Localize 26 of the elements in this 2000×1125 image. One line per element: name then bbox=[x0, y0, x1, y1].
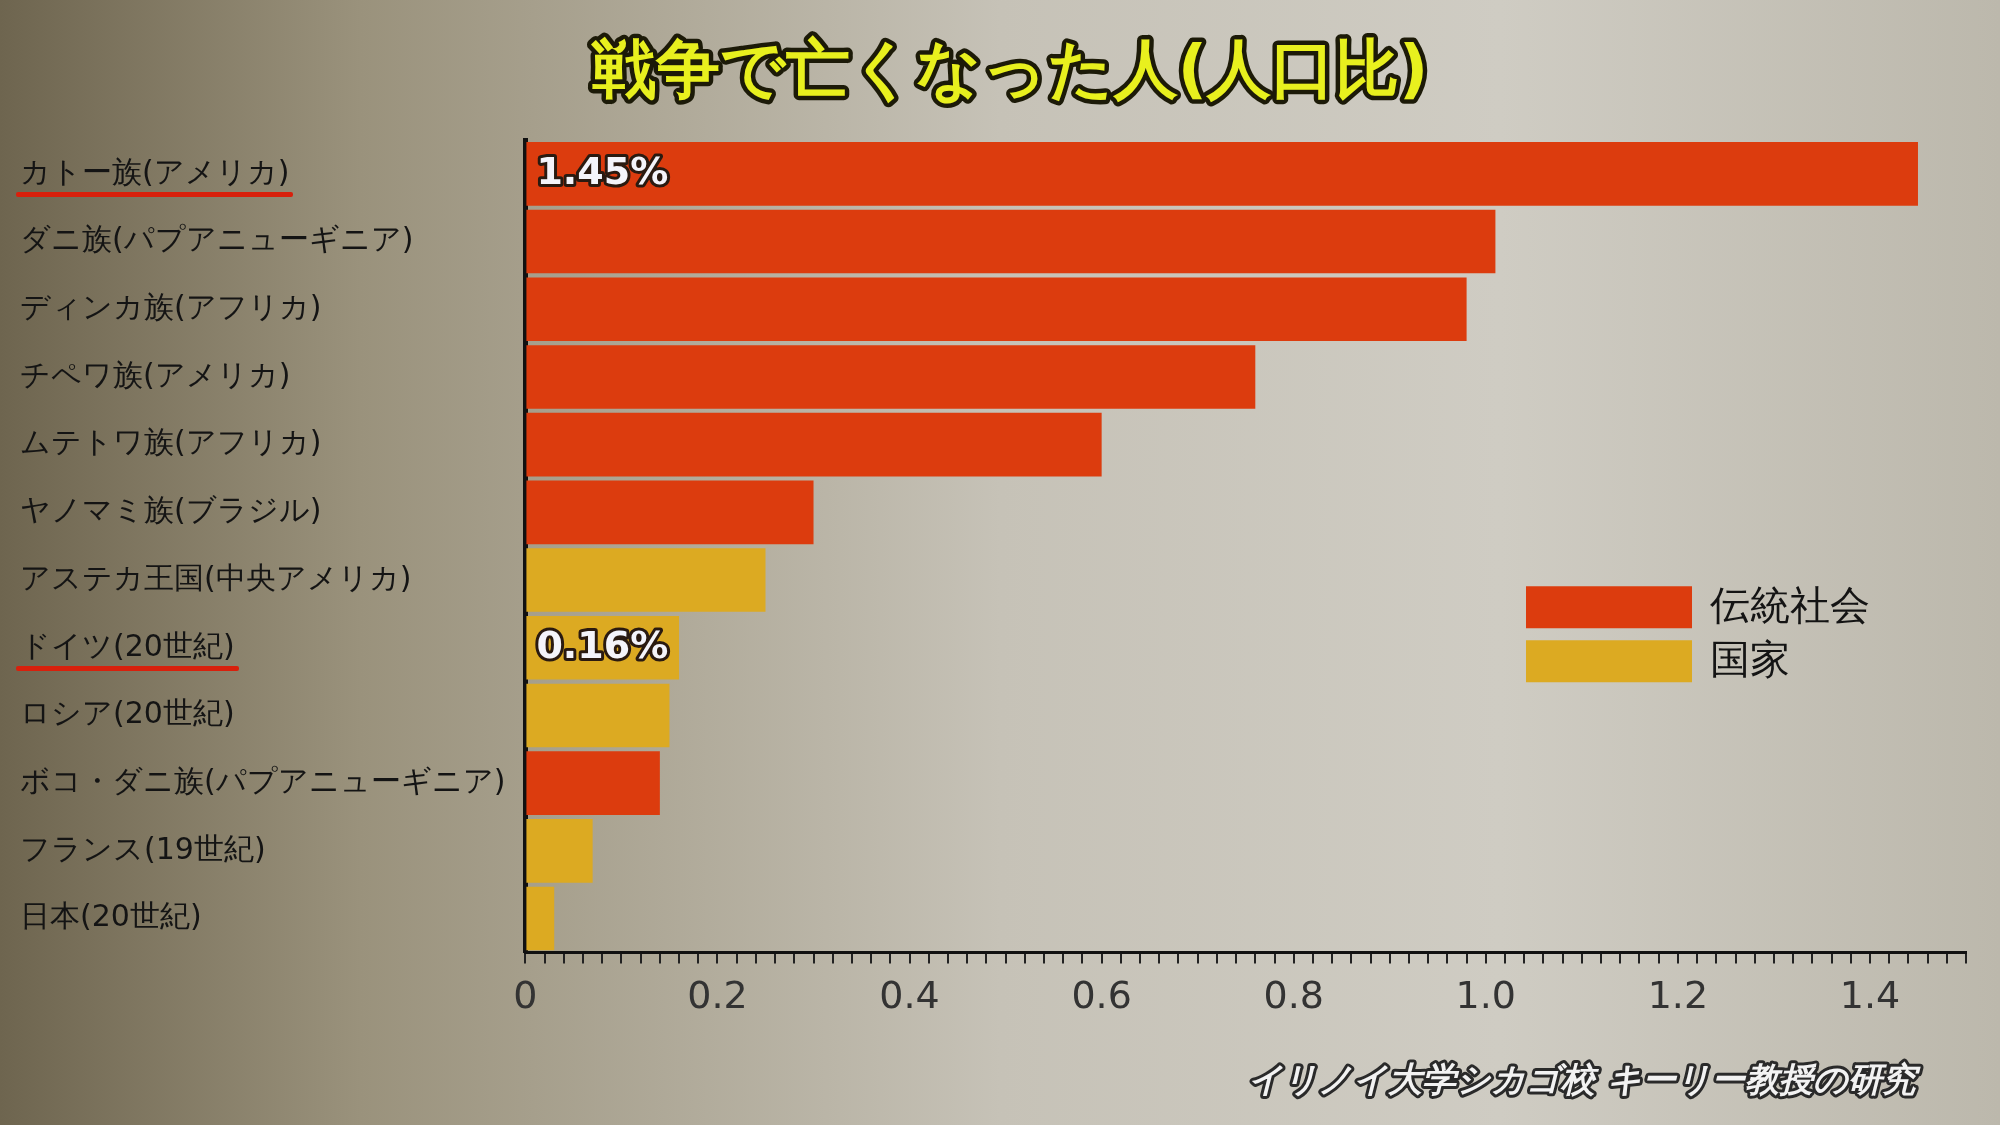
y-tick-label: ドイツ(20世紀) bbox=[20, 627, 235, 663]
x-tick-label: 1.4 bbox=[1839, 973, 1901, 1018]
y-tick-label: ロシア(20世紀) bbox=[20, 695, 235, 731]
x-tick-label: 0.4 bbox=[879, 973, 940, 1018]
y-tick-label: カトー族(アメリカ) bbox=[20, 153, 290, 189]
y-tick-label: ダニ族(パプアニューギニア) bbox=[20, 221, 414, 257]
y-tick-label: フランス(19世紀) bbox=[20, 830, 266, 866]
x-tick-label: 0 bbox=[513, 973, 538, 1018]
y-tick-label: ディンカ族(アフリカ) bbox=[20, 289, 322, 325]
x-tick-label: 0.2 bbox=[687, 973, 748, 1018]
data-label: 0.16% bbox=[536, 622, 669, 667]
y-tick-label: アステカ王国(中央アメリカ) bbox=[20, 559, 412, 595]
text: イリノイ大学シカゴ校 キーリー教授の研究 bbox=[1248, 1058, 1921, 1099]
legend-label: 伝統社会 bbox=[1710, 581, 1870, 628]
data-label: 1.45% bbox=[536, 148, 669, 193]
x-tick-label: 0.8 bbox=[1263, 973, 1324, 1018]
x-tick-label: 1.0 bbox=[1455, 973, 1517, 1018]
y-tick-label: 日本(20世紀) bbox=[20, 898, 202, 934]
y-tick-label: ヤノマミ族(ブラジル) bbox=[20, 492, 322, 528]
y-tick-label: ムテトワ族(アフリカ) bbox=[20, 424, 322, 460]
x-tick-label: 1.2 bbox=[1647, 973, 1709, 1018]
legend-label: 国家 bbox=[1710, 635, 1790, 682]
chart-title: 戦争で亡くなった人(人口比) bbox=[590, 31, 1429, 106]
y-tick-label: チペワ族(アメリカ) bbox=[20, 356, 291, 392]
x-tick-label: 0.6 bbox=[1071, 973, 1132, 1018]
y-tick-label: ボコ・ダニ族(パプアニューギニア) bbox=[20, 762, 506, 798]
